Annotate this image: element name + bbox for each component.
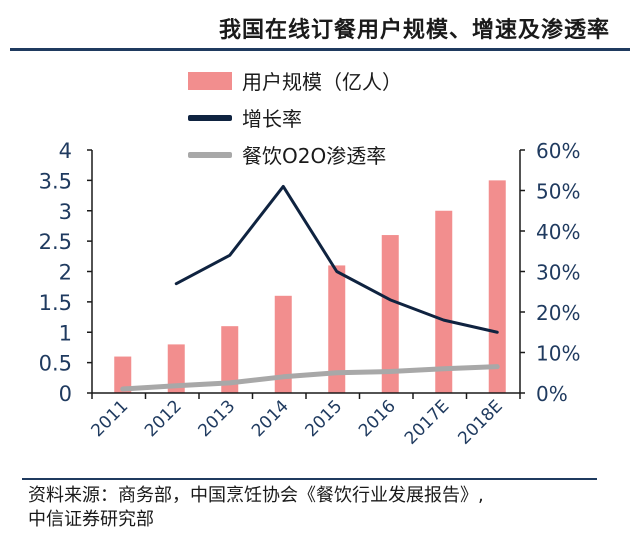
penetration-line <box>120 364 500 392</box>
bar-2017E <box>435 210 453 393</box>
legend-item-penetration: 餐饮O2O渗透率 <box>188 136 402 173</box>
legend: 用户规模（亿人） 增长率 餐饮O2O渗透率 <box>188 62 402 173</box>
x-tick-label-2015: 2015 <box>302 396 347 441</box>
left-tick-label: 1 <box>59 321 72 345</box>
x-tick-label-2012: 2012 <box>141 396 186 441</box>
left-tick-label: 2 <box>59 261 72 285</box>
left-tick-label: 3 <box>59 200 72 224</box>
right-tick-label: 0% <box>536 382 568 406</box>
title-divider <box>10 48 630 51</box>
legend-label-users: 用户规模（亿人） <box>242 70 402 94</box>
x-tick-label-2017E: 2017E <box>401 396 453 448</box>
legend-label-growth: 增长率 <box>242 107 302 131</box>
bar-2012 <box>167 344 185 393</box>
bar-2014 <box>274 295 292 393</box>
right-tick-label: 60% <box>536 139 580 163</box>
left-tick-label: 4 <box>59 139 72 163</box>
source-line-2: 中信证券研究部 <box>28 509 154 530</box>
right-tick-label: 50% <box>536 180 580 204</box>
left-tick-label: 0 <box>59 382 72 406</box>
legend-swatch-growth-line <box>188 114 232 121</box>
bar-series <box>114 180 506 393</box>
source-line-1: 资料来源：商务部，中国烹饪协会《餐饮行业发展报告》, <box>28 485 484 506</box>
legend-swatch-penetration-line <box>188 151 232 158</box>
x-tick-label-2016: 2016 <box>355 396 400 441</box>
x-tick-label-2011: 2011 <box>88 396 133 441</box>
bar-2013 <box>221 326 239 393</box>
left-tick-label: 2.5 <box>39 230 72 254</box>
legend-item-users: 用户规模（亿人） <box>188 62 402 99</box>
legend-swatch-bar <box>188 71 232 90</box>
right-tick-label: 10% <box>536 342 580 366</box>
x-tick-label-2013: 2013 <box>195 396 240 441</box>
right-tick-label: 40% <box>536 220 580 244</box>
x-tick-label-2018E: 2018E <box>454 396 506 448</box>
legend-label-penetration: 餐饮O2O渗透率 <box>242 144 387 168</box>
left-tick-label: 1.5 <box>39 291 72 315</box>
line-series <box>120 184 500 392</box>
left-tick-label: 3.5 <box>39 169 72 193</box>
legend-item-growth: 增长率 <box>188 99 402 136</box>
footer-divider <box>22 478 597 480</box>
bar-2016 <box>381 235 399 393</box>
right-tick-label: 20% <box>536 301 580 325</box>
bar-2015 <box>328 265 346 393</box>
x-tick-label-2014: 2014 <box>248 396 293 441</box>
source-note: 资料来源：商务部，中国烹饪协会《餐饮行业发展报告》, 中信证券研究部 <box>28 484 484 532</box>
chart-title: 我国在线订餐用户规模、增速及渗透率 <box>218 18 610 43</box>
bar-2011 <box>114 356 132 393</box>
right-tick-label: 30% <box>536 261 580 285</box>
bar-2018E <box>488 180 506 393</box>
left-tick-label: 0.5 <box>39 352 72 376</box>
